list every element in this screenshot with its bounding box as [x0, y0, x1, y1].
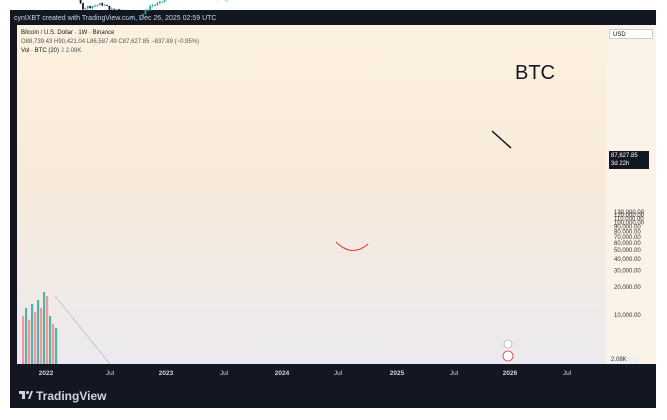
candle-body — [120, 9, 123, 11]
volume-legend: Vol · BTC (20) 3 2.08K — [21, 47, 199, 56]
credit-bar: cynIXBT created with TradingView.com, De… — [10, 12, 650, 25]
event-icon — [503, 339, 513, 349]
y-tick-label: 50,000.00 — [614, 248, 641, 254]
x-tick-label: 2026 — [503, 370, 518, 377]
x-tick-label: Jul — [220, 370, 229, 377]
credit-text: cynIXBT created with TradingView.com, De… — [14, 15, 217, 22]
candle-body — [137, 17, 140, 19]
candle-body — [154, 4, 156, 6]
support-arc — [335, 241, 369, 251]
footer-brand: TradingView — [36, 389, 107, 403]
candle-body — [84, 8, 87, 10]
candle-body — [144, 10, 147, 15]
volume-bar — [46, 296, 49, 364]
volume-bar — [40, 308, 43, 364]
x-tick-label: 2022 — [39, 370, 54, 377]
x-tick-label: Jul — [106, 370, 115, 377]
tradingview-logo-icon — [19, 391, 33, 399]
volume-label: Vol · BTC (20) — [21, 48, 60, 54]
candle-body — [130, 16, 132, 18]
chart-legend: Bitcoin / U.S. Dollar · 1W · Binance O88… — [21, 29, 199, 56]
y-tick-label: 40,000.00 — [614, 257, 641, 263]
bar-countdown: 3d 22h — [611, 161, 630, 167]
volume-value: 2.08K — [65, 48, 82, 54]
volume-bar — [34, 312, 37, 364]
candle-body — [94, 5, 96, 7]
volume-num: 3 — [60, 48, 65, 54]
btc-annotation: BTC — [515, 62, 555, 84]
candle-body — [89, 6, 92, 9]
volume-price-label: 2.08K — [609, 356, 639, 364]
price-axis[interactable] — [606, 25, 656, 364]
y-tick-label: 30,000.00 — [614, 269, 641, 275]
y-tick-label: 130,000.00 — [614, 210, 645, 216]
time-axis[interactable] — [17, 364, 656, 382]
candle-body — [149, 5, 152, 10]
last-price-label: 87,627.85 3d 22h — [609, 151, 649, 169]
y-tick-label: 100,000.00 — [614, 220, 645, 226]
candle-body — [127, 14, 130, 17]
x-tick-label: Jul — [450, 370, 459, 377]
candle-body — [118, 9, 120, 11]
symbol-line: Bitcoin / U.S. Dollar · 1W · Binance — [21, 30, 115, 36]
candle-body — [101, 3, 104, 6]
currency-selector[interactable]: USD — [609, 29, 653, 39]
candle-body — [82, 3, 84, 10]
candle-body — [122, 9, 125, 11]
candle-body — [151, 5, 154, 7]
candle-body — [113, 8, 116, 10]
volume-bar — [25, 308, 28, 364]
y-tick-label: 80,000.00 — [614, 229, 641, 235]
volume-bar — [37, 300, 40, 364]
volume-bar — [31, 304, 34, 364]
candle-body — [163, 0, 166, 2]
candle-body — [106, 5, 108, 6]
candle-body — [86, 6, 89, 9]
candle-body — [96, 5, 99, 6]
candle-body — [91, 6, 94, 9]
ohlc-line: O88,739.43 H90,421.04 L86,587.49 C87,627… — [21, 39, 200, 45]
candle-body — [115, 9, 118, 11]
y-tick-label: 20,000.00 — [614, 285, 641, 291]
candle-body — [132, 16, 135, 18]
volume-ma-line — [54, 295, 111, 365]
candle-body — [142, 14, 144, 18]
x-tick-label: Jul — [563, 370, 572, 377]
candle-body — [158, 1, 161, 4]
candle-body — [110, 8, 113, 10]
candle-body — [108, 5, 111, 10]
volume-bar — [52, 324, 55, 364]
x-tick-label: 2025 — [390, 370, 405, 377]
candle-body — [156, 3, 159, 5]
candle-body — [98, 3, 101, 6]
candle-body — [134, 16, 137, 18]
volume-bar — [22, 316, 25, 364]
volume-bar — [28, 320, 31, 364]
candle-body — [161, 1, 164, 3]
y-tick-label: 110,000.00 — [614, 217, 644, 223]
volume-bar — [43, 292, 46, 364]
y-tick-label: 10,000.00 — [614, 313, 641, 319]
candle-body — [139, 17, 142, 19]
x-tick-label: 2023 — [159, 370, 174, 377]
y-tick-label: 90,000.00 — [614, 225, 641, 231]
volume-bar — [49, 316, 52, 364]
x-tick-label: 2024 — [275, 370, 290, 377]
candle-body — [125, 10, 128, 15]
y-tick-label: 120,000.00 — [614, 213, 645, 219]
last-price-value: 87,627.85 — [611, 153, 638, 159]
x-tick-label: Jul — [334, 370, 343, 377]
earnings-icon — [502, 350, 514, 362]
trend-line — [491, 130, 512, 149]
volume-bar — [55, 328, 58, 364]
candle-body — [103, 5, 106, 6]
y-tick-label: 70,000.00 — [614, 235, 641, 241]
candle-body — [79, 0, 82, 4]
y-tick-label: 60,000.00 — [614, 241, 641, 247]
candle-body — [146, 9, 149, 11]
plot-area[interactable] — [17, 25, 606, 364]
